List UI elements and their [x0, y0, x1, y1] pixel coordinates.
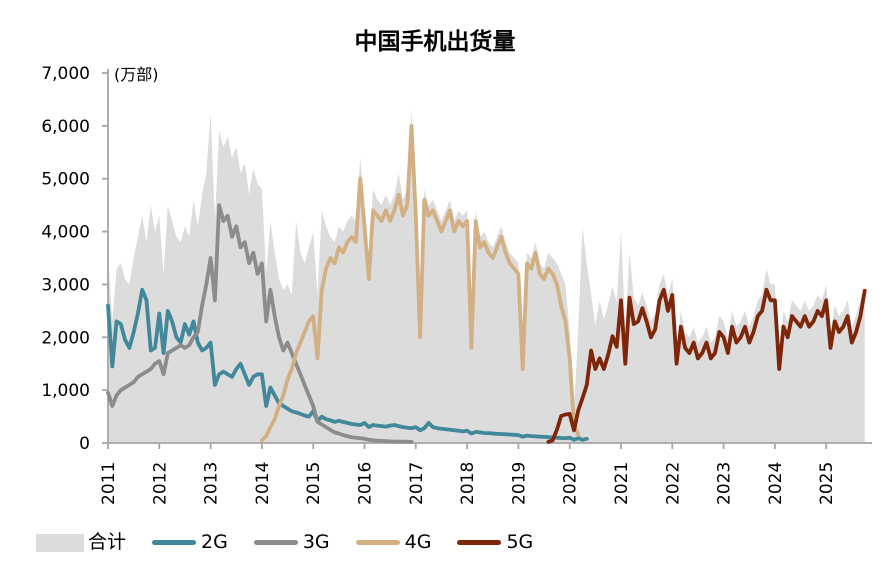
y-tick-label: 7,000 — [41, 64, 90, 84]
y-tick-label: 0 — [79, 434, 90, 454]
x-tick-label: 2022 — [663, 462, 683, 505]
x-tick-label: 2016 — [356, 462, 376, 505]
x-tick-label: 2011 — [99, 462, 119, 505]
legend-item-5g: 5G — [457, 533, 533, 552]
series-4g-line — [259, 124, 581, 443]
x-tick-label: 2012 — [150, 462, 170, 505]
x-tick-label: 2024 — [766, 462, 786, 505]
shipments-chart: 0 1,000 2,000 3,000 4,000 5,000 6,000 7,000 2011… — [41, 64, 872, 505]
x-tick-label: 2015 — [304, 462, 324, 505]
series-3g-line — [106, 203, 414, 444]
legend-label-total: 合计 — [88, 531, 127, 553]
x-tick-label: 2018 — [458, 462, 478, 505]
unit-label: (万部) — [114, 65, 159, 84]
legend-label-5g: 5G — [506, 531, 534, 553]
legend-swatch-total — [36, 533, 84, 552]
legend-label-3g: 3G — [302, 531, 330, 553]
y-tick-label: 3,000 — [41, 275, 90, 295]
y-tick-label: 6,000 — [41, 117, 90, 137]
legend-item-2g: 2G — [152, 533, 228, 552]
x-tick-label: 2021 — [612, 462, 632, 505]
x-tick-label: 2013 — [202, 462, 222, 505]
x-tick-label: 2023 — [715, 462, 735, 505]
chart-title: 中国手机出货量 — [354, 29, 516, 55]
legend: 合计 2G 3G 4G 5G — [36, 533, 866, 552]
series-5g-line — [546, 287, 867, 444]
x-tick-label: 2019 — [509, 462, 529, 505]
series-total-area — [108, 110, 865, 443]
legend-swatch-3g — [253, 540, 298, 545]
chart-area: 0 1,000 2,000 3,000 4,000 5,000 6,000 7,000 2011… — [41, 64, 872, 505]
x-tick-label: 2020 — [561, 462, 581, 505]
legend-label-2g: 2G — [201, 531, 228, 553]
legend-swatch-5g — [457, 540, 502, 545]
legend-label-4g: 4G — [404, 531, 432, 553]
y-tick-label: 5,000 — [41, 170, 90, 190]
legend-swatch-2g — [152, 540, 197, 545]
legend-item-4g: 4G — [355, 531, 432, 553]
x-tick-label: 2025 — [817, 462, 837, 505]
y-tick-label: 4,000 — [41, 223, 90, 243]
x-tick-label: 2014 — [253, 462, 273, 505]
x-tick-label: 2017 — [407, 462, 427, 505]
legend-item-3g: 3G — [253, 531, 330, 553]
legend-swatch-4g — [355, 540, 400, 545]
series-2g-line — [106, 287, 589, 442]
y-tick-label: 1,000 — [41, 381, 90, 401]
y-tick-label: 2,000 — [41, 328, 90, 348]
legend-item-total: 合计 — [36, 533, 126, 552]
